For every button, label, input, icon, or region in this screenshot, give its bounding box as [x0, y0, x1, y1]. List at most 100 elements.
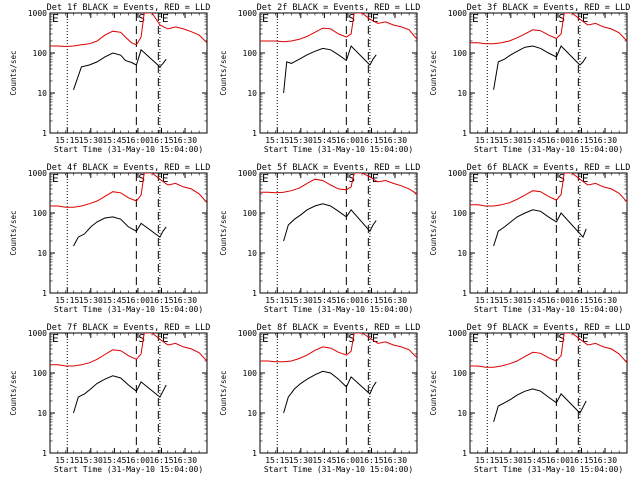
- y-tick-label: 1: [42, 129, 47, 138]
- y-tick-label: 1000: [448, 329, 467, 338]
- x-axis-label: Start Time (31-May-10 15:04:00): [264, 145, 413, 154]
- y-tick-label: 1000: [238, 329, 257, 338]
- y-tick-label: 10: [247, 249, 257, 258]
- y-tick-label: 100: [453, 369, 468, 378]
- x-tick-label: 15:30: [79, 136, 103, 145]
- y-tick-label: 1000: [238, 9, 257, 18]
- time-marker-label: E: [472, 172, 479, 185]
- x-tick-label: 16:30: [593, 296, 617, 305]
- time-marker-label: S: [138, 332, 145, 345]
- y-tick-label: 1000: [28, 329, 47, 338]
- time-marker-label: E: [582, 12, 589, 25]
- x-axis-label: Start Time (31-May-10 15:04:00): [474, 145, 623, 154]
- x-tick-label: 16:15: [359, 456, 383, 465]
- x-tick-label: 16:30: [173, 136, 197, 145]
- x-tick-label: 15:15: [265, 456, 289, 465]
- plot-frame: [49, 332, 208, 454]
- x-tick-label: 16:00: [126, 296, 150, 305]
- x-tick-label: 15:45: [522, 456, 546, 465]
- x-tick-label: 16:15: [359, 296, 383, 305]
- y-axis-label: Counts/sec: [429, 210, 438, 255]
- x-tick-label: 15:45: [312, 456, 336, 465]
- lld-series-line: [470, 173, 627, 207]
- time-marker-label: E: [472, 332, 479, 345]
- detector-panel: Det 1f BLACK = Events, RED = LLD 1 10 100 10…: [9, 3, 210, 154]
- y-tick-label: 100: [33, 49, 48, 58]
- y-axis-label: Counts/sec: [219, 50, 228, 95]
- x-tick-label: 15:30: [289, 456, 313, 465]
- detector-panel: Det 3f BLACK = Events, RED = LLD 1 10 100 10…: [429, 3, 630, 154]
- x-tick-label: 15:45: [522, 136, 546, 145]
- x-tick-label: 15:45: [102, 296, 126, 305]
- lld-series-line: [260, 173, 417, 195]
- time-marker-label: E: [52, 332, 59, 345]
- y-axis-label: Counts/sec: [429, 50, 438, 95]
- x-tick-label: 16:00: [336, 456, 360, 465]
- y-tick-label: 10: [457, 249, 467, 258]
- lld-series-line: [50, 333, 207, 367]
- y-tick-label: 1000: [28, 9, 47, 18]
- x-tick-label: 16:00: [336, 136, 360, 145]
- y-tick-label: 10: [457, 89, 467, 98]
- y-tick-label: 1000: [28, 169, 47, 178]
- y-tick-label: 100: [453, 209, 468, 218]
- x-tick-label: 16:15: [569, 136, 593, 145]
- y-tick-label: 1: [252, 449, 257, 458]
- detector-panel: Det 9f BLACK = Events, RED = LLD 1 10 100 10…: [429, 323, 630, 474]
- lld-series-line: [470, 13, 627, 45]
- panel-title: Det 2f BLACK = Events, RED = LLD: [257, 3, 421, 13]
- x-tick-label: 16:00: [336, 296, 360, 305]
- time-marker-label: E: [262, 172, 269, 185]
- y-tick-label: 1: [42, 449, 47, 458]
- events-series-line: [283, 370, 377, 414]
- plot-frame: [259, 332, 418, 454]
- events-series-line: [283, 203, 377, 242]
- time-marker-label: E: [162, 12, 169, 25]
- panel-title: Det 5f BLACK = Events, RED = LLD: [257, 163, 421, 173]
- x-tick-label: 16:15: [149, 456, 173, 465]
- x-tick-label: 16:00: [546, 136, 570, 145]
- time-marker-label: E: [52, 172, 59, 185]
- x-tick-label: 15:30: [79, 296, 103, 305]
- x-tick-label: 15:30: [79, 456, 103, 465]
- detector-panel: Det 2f BLACK = Events, RED = LLD 1 10 100 10…: [219, 3, 420, 154]
- y-tick-label: 10: [247, 409, 257, 418]
- time-marker-label: E: [262, 12, 269, 25]
- detector-panel: Det 8f BLACK = Events, RED = LLD 1 10 100 10…: [219, 323, 420, 474]
- y-tick-label: 1: [252, 289, 257, 298]
- plot-frame: [259, 172, 418, 294]
- y-tick-label: 1: [462, 289, 467, 298]
- x-tick-label: 16:15: [359, 136, 383, 145]
- plot-frame: [259, 12, 418, 134]
- time-marker-label: S: [138, 12, 145, 25]
- x-tick-label: 16:00: [546, 456, 570, 465]
- x-tick-label: 16:30: [383, 136, 407, 145]
- events-series-line: [73, 375, 167, 414]
- x-tick-label: 15:15: [475, 296, 499, 305]
- x-tick-label: 16:00: [126, 456, 150, 465]
- x-tick-label: 15:15: [265, 296, 289, 305]
- time-marker-label: E: [582, 332, 589, 345]
- time-marker-label: E: [582, 172, 589, 185]
- x-tick-label: 15:30: [499, 456, 523, 465]
- x-tick-label: 15:45: [312, 296, 336, 305]
- y-tick-label: 1: [42, 289, 47, 298]
- time-marker-label: S: [558, 172, 565, 185]
- y-tick-label: 10: [457, 409, 467, 418]
- y-tick-label: 100: [243, 49, 258, 58]
- events-series-line: [73, 216, 167, 247]
- time-marker-label: E: [262, 332, 269, 345]
- x-tick-label: 16:00: [546, 296, 570, 305]
- events-series-line: [283, 45, 377, 94]
- panel-title: Det 9f BLACK = Events, RED = LLD: [467, 323, 631, 333]
- y-tick-label: 100: [33, 209, 48, 218]
- x-tick-label: 15:30: [499, 136, 523, 145]
- y-tick-label: 10: [37, 409, 47, 418]
- plot-frame: [469, 332, 628, 454]
- x-tick-label: 15:15: [265, 136, 289, 145]
- y-tick-label: 100: [243, 209, 258, 218]
- panel-title: Det 7f BLACK = Events, RED = LLD: [47, 323, 211, 333]
- x-tick-label: 16:30: [173, 296, 197, 305]
- detector-panel: Det 4f BLACK = Events, RED = LLD 1 10 100 10…: [9, 163, 210, 314]
